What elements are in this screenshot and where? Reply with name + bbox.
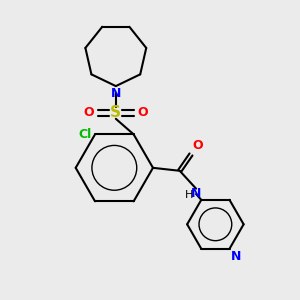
Text: Cl: Cl bbox=[79, 128, 92, 141]
Text: H: H bbox=[185, 190, 194, 200]
Text: O: O bbox=[138, 106, 148, 119]
Text: S: S bbox=[110, 105, 121, 120]
Text: N: N bbox=[111, 87, 121, 100]
Text: N: N bbox=[230, 250, 241, 263]
Text: N: N bbox=[191, 188, 201, 200]
Text: O: O bbox=[192, 139, 202, 152]
Text: O: O bbox=[83, 106, 94, 119]
